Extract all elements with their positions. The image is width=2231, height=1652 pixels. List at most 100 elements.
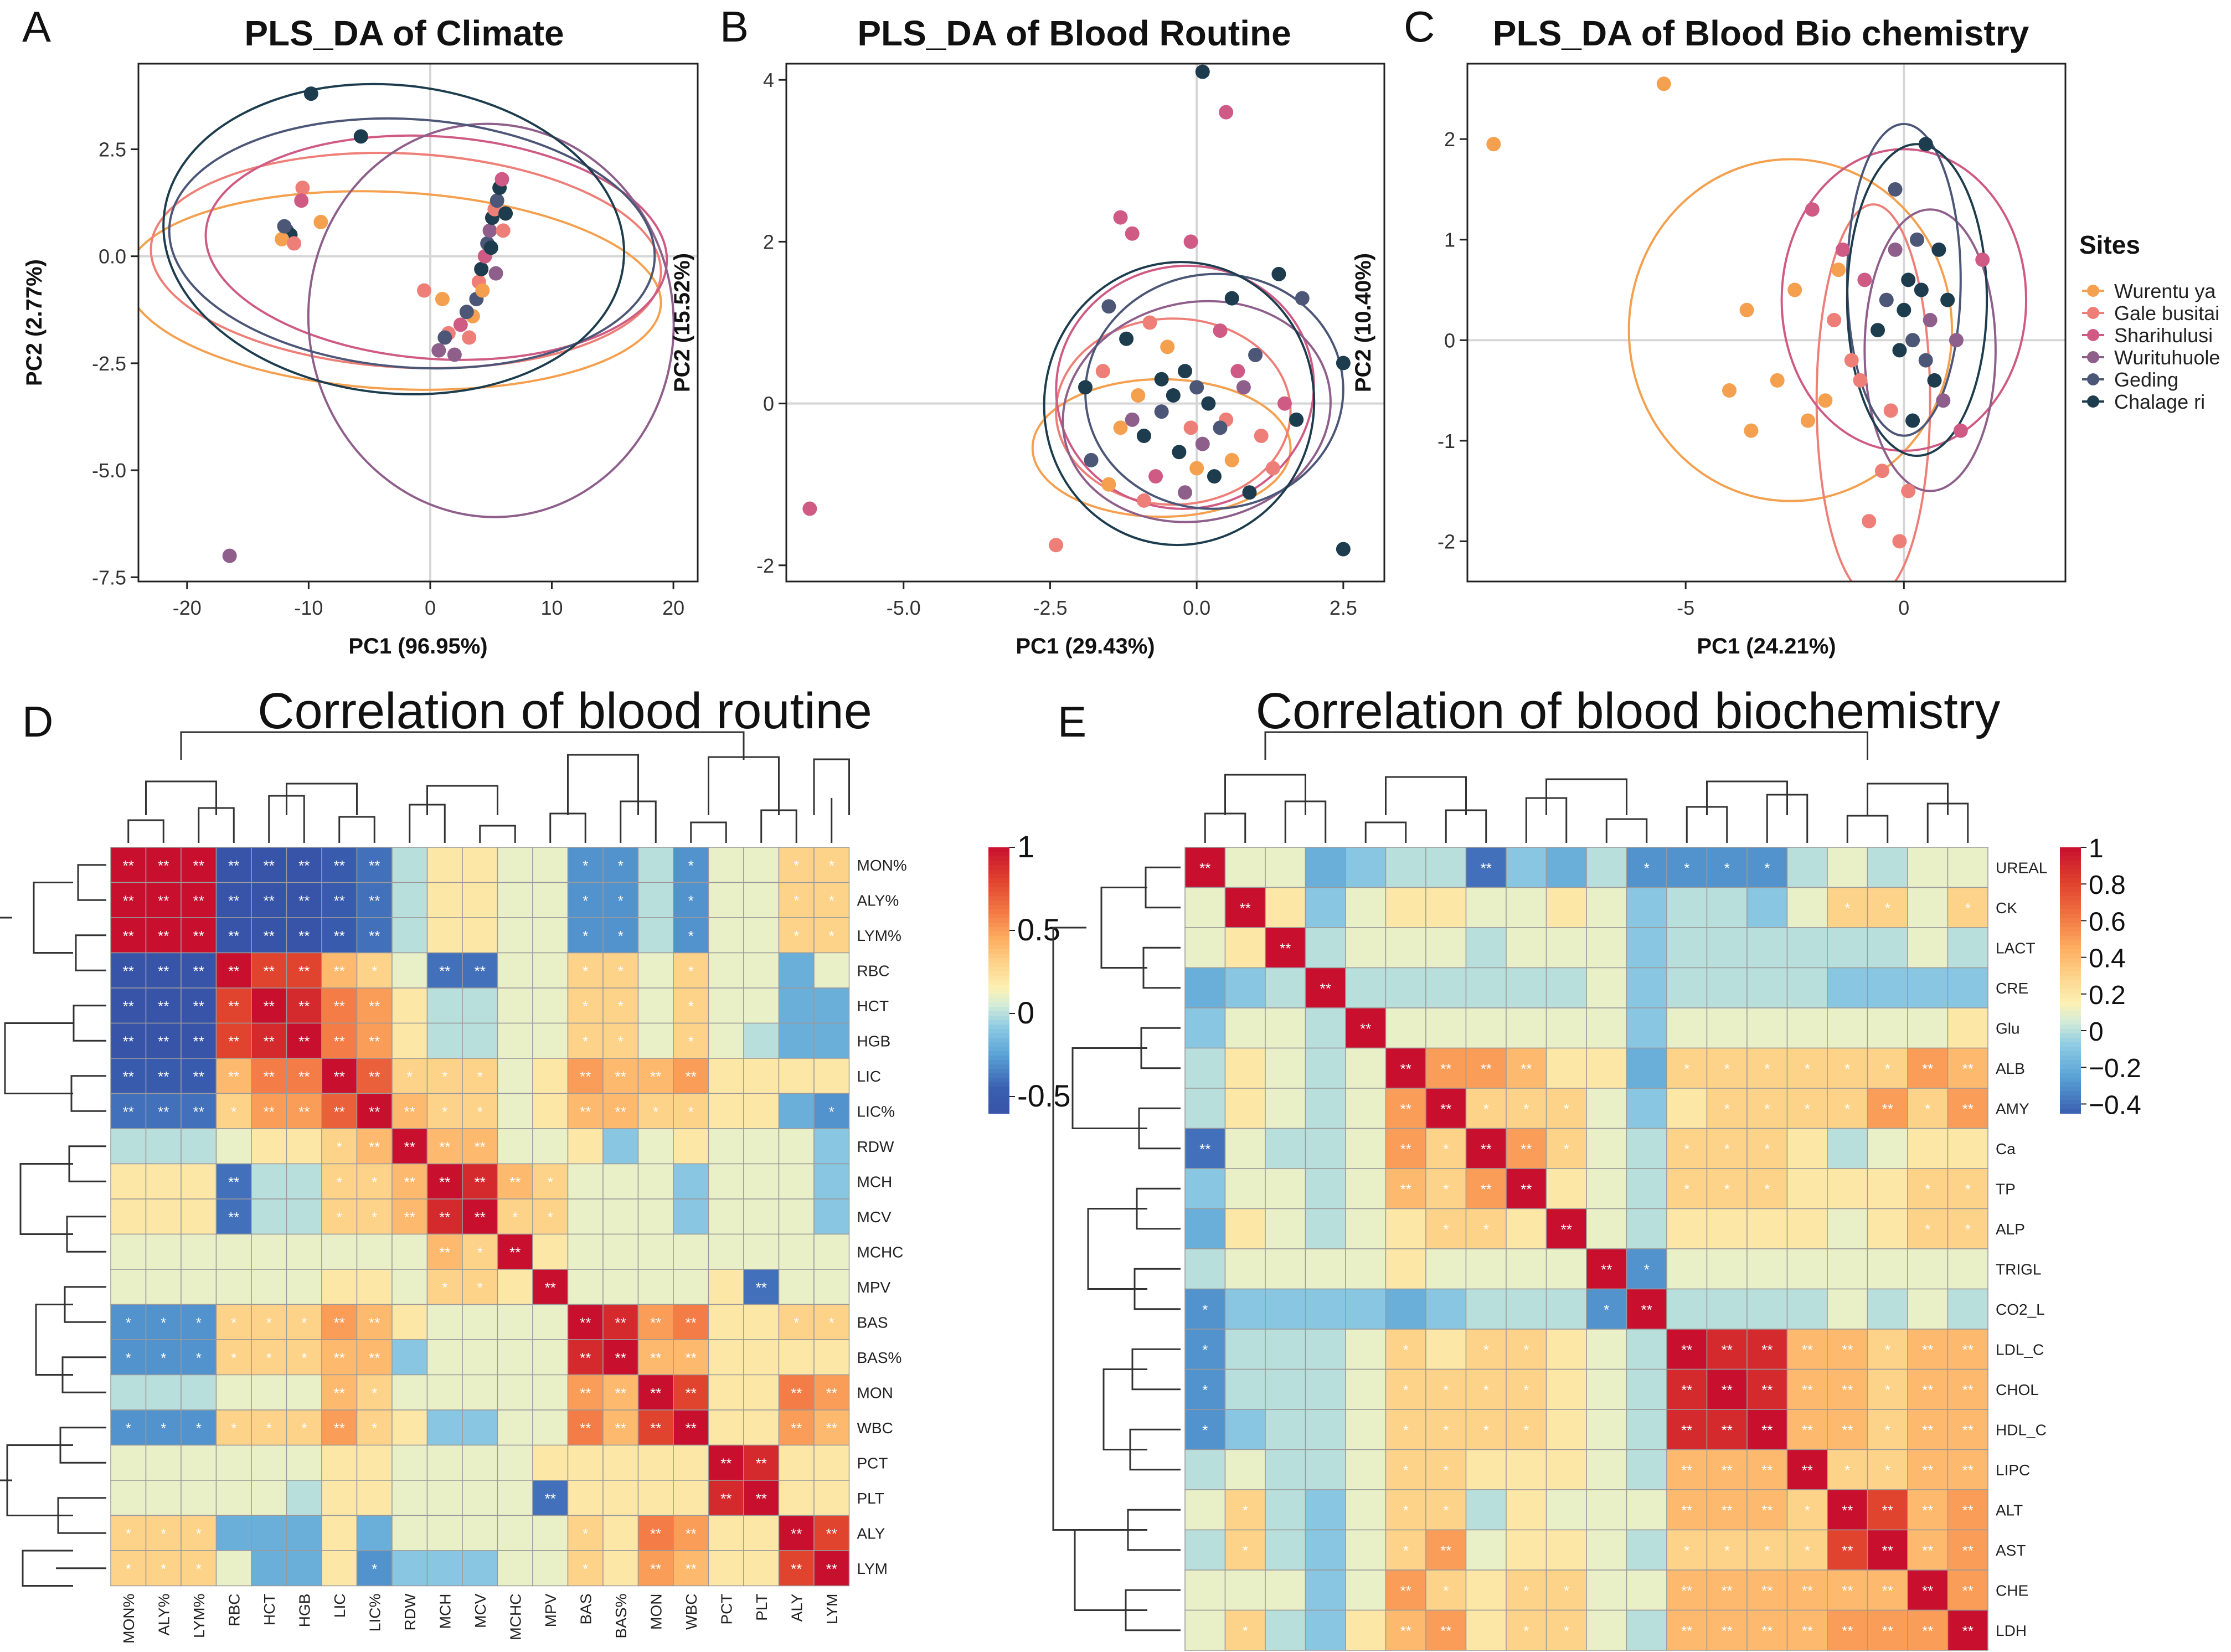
significance-mark: * <box>618 892 624 909</box>
heatmap-cell <box>1545 1529 1587 1571</box>
heatmap-cell <box>708 847 744 883</box>
legend-item-label: Sharihulusi <box>2114 324 2213 347</box>
significance-mark: * <box>1202 1422 1208 1438</box>
heatmap-cell <box>708 1233 744 1270</box>
heatmap-cell <box>1265 1208 1306 1249</box>
significance-mark: * <box>126 1525 131 1542</box>
heatmap-cell <box>1626 1329 1667 1370</box>
heatmap-cell <box>1786 1047 1828 1089</box>
heatmap-cell <box>1827 1007 1868 1049</box>
row-label: TP <box>1996 1180 2016 1197</box>
data-point <box>1862 514 1877 529</box>
heatmap-cell <box>602 1444 639 1481</box>
heatmap-cell <box>1184 887 1226 928</box>
significance-mark: ** <box>369 892 380 909</box>
column-label: MCHC <box>507 1594 524 1640</box>
significance-mark: * <box>1564 1100 1569 1117</box>
heatmap-cell <box>215 1163 252 1200</box>
heatmap-cell <box>813 987 850 1024</box>
significance-mark: ** <box>1882 1100 1893 1117</box>
heatmap-cell <box>1425 1329 1467 1370</box>
heatmap-cell <box>602 1163 639 1200</box>
heatmap-cell <box>286 1128 322 1165</box>
significance-mark: ** <box>1802 1462 1813 1479</box>
heatmap-cell <box>1425 1128 1467 1169</box>
heatmap-cell <box>1827 1409 1868 1450</box>
heatmap-cell <box>673 1233 709 1270</box>
heatmap-cell <box>1827 1208 1868 1249</box>
heatmap-cell <box>356 1233 393 1270</box>
heatmap-cell <box>1626 1128 1667 1169</box>
colorbar-segment <box>2060 1051 2081 1056</box>
heatmap-cell <box>181 1269 217 1305</box>
heatmap-cell <box>778 882 815 918</box>
heatmap-cell <box>1867 1329 1908 1370</box>
data-point <box>1336 356 1351 370</box>
heatmap-cell <box>145 1480 182 1516</box>
heatmap-cell <box>1545 1128 1587 1169</box>
data-point <box>462 330 477 345</box>
confidence-ellipse <box>162 83 625 395</box>
heatmap-cell <box>1706 1368 1748 1410</box>
colorbar-segment <box>988 1095 1009 1100</box>
heatmap-cell <box>1947 1248 1988 1290</box>
significance-mark: ** <box>264 857 275 874</box>
heatmap-cell <box>251 1198 287 1235</box>
data-point <box>1113 420 1128 435</box>
significance-mark: * <box>266 1350 272 1366</box>
heatmap-cell <box>251 1163 287 1200</box>
colorbar-segment <box>2060 1091 2081 1096</box>
heatmap-cell <box>1706 1569 1748 1611</box>
heatmap-cell <box>181 1198 217 1235</box>
colorbar-segment <box>988 1011 1009 1016</box>
heatmap-cell <box>391 1233 428 1270</box>
heatmap-cell <box>673 1128 709 1165</box>
heatmap-cell <box>1746 1329 1788 1370</box>
colorbar-segment <box>2060 1047 2081 1052</box>
data-point <box>1892 343 1907 358</box>
heatmap-cell <box>1586 1449 1627 1490</box>
heatmap-cell <box>1184 1007 1226 1049</box>
heatmap-cell <box>181 1128 217 1165</box>
heatmap-cell <box>1345 967 1387 1008</box>
chart-title: PLS_DA of Blood Routine <box>857 13 1291 53</box>
heatmap-cell <box>286 1480 322 1516</box>
heatmap-cell <box>1305 1569 1346 1611</box>
heatmap-cell <box>251 1022 287 1059</box>
heatmap-cell <box>356 1374 393 1411</box>
heatmap-cell <box>673 1480 709 1516</box>
heatmap-cell <box>321 987 358 1024</box>
row-label: CO2_L <box>1996 1301 2045 1318</box>
heatmap-cell <box>215 1374 252 1411</box>
colorbar-segment <box>988 852 1009 857</box>
significance-mark: * <box>1925 1100 1930 1117</box>
y-tick-label: -2 <box>1437 530 1455 553</box>
significance-mark: ** <box>1962 1623 1974 1639</box>
significance-mark: * <box>477 1103 483 1120</box>
heatmap-cell <box>1545 1489 1587 1531</box>
data-point <box>1271 266 1286 281</box>
heatmap-cell <box>1385 1007 1426 1049</box>
heatmap-cell <box>462 917 498 954</box>
colorbar-segment <box>2060 883 2081 888</box>
heatmap-cell <box>637 1198 674 1235</box>
data-point <box>1853 373 1868 388</box>
heatmap-cell <box>813 1128 850 1165</box>
heatmap-cell <box>1465 1449 1507 1490</box>
data-point <box>1178 485 1192 500</box>
row-label: ALY <box>857 1525 885 1542</box>
heatmap-cell <box>1586 1489 1627 1531</box>
dendrogram-branch <box>35 1304 73 1376</box>
confidence-ellipse <box>1062 300 1332 523</box>
significance-mark: * <box>829 1103 834 1120</box>
colorbar-segment <box>988 1051 1009 1056</box>
colorbar-segment <box>2060 927 2081 932</box>
colorbar-segment <box>988 980 1009 985</box>
heatmap-cell <box>1385 1288 1426 1330</box>
dendrogram-branch <box>1867 783 1949 815</box>
significance-mark: ** <box>1280 940 1291 956</box>
significance-mark: * <box>372 1385 377 1401</box>
heatmap-cell <box>1184 1248 1226 1290</box>
heatmap-cell <box>1586 1168 1627 1210</box>
row-label: MPV <box>857 1279 891 1296</box>
